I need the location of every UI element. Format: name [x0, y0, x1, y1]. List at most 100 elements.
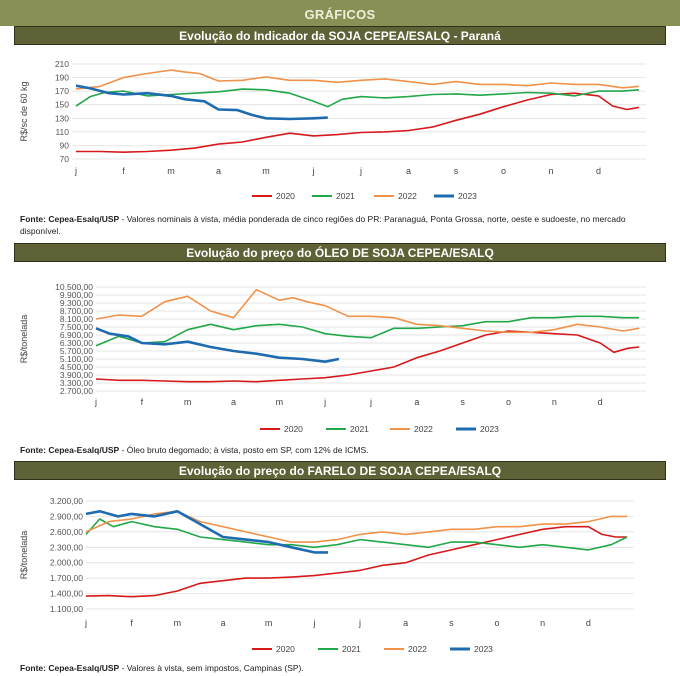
- x-month-label: s: [454, 166, 459, 176]
- legend-label-2022: 2022: [414, 424, 433, 434]
- y-tick-label: 6.300,00: [60, 338, 93, 348]
- y-axis-label: R$/tonelada: [19, 531, 29, 580]
- legend-label-2021: 2021: [336, 191, 355, 201]
- source-note-soja-bold: Fonte: Cepea-Esalq/USP: [20, 214, 120, 224]
- chart-title-oleo: Evolução do preço do ÓLEO DE SOJA CEPEA/…: [14, 243, 666, 262]
- x-month-label: m: [276, 397, 284, 407]
- series-line-2021: [95, 315, 640, 347]
- x-month-label: m: [265, 618, 273, 628]
- y-tick-label: 3.200,00: [50, 496, 83, 506]
- x-month-label: j: [369, 397, 372, 407]
- x-month-label: m: [174, 618, 182, 628]
- y-tick-label: 1.100,00: [50, 604, 83, 614]
- x-month-label: d: [586, 618, 591, 628]
- series-line-2021: [75, 88, 639, 108]
- y-tick-label: 2.900,00: [50, 511, 83, 521]
- y-tick-label: 9.300,00: [60, 298, 93, 308]
- y-tick-label: 5.700,00: [60, 346, 93, 356]
- y-tick-label: 1.400,00: [50, 589, 83, 599]
- x-month-label: m: [184, 397, 192, 407]
- y-tick-label: 8.100,00: [60, 314, 93, 324]
- x-month-label: s: [460, 397, 465, 407]
- y-tick-label: 190: [55, 73, 69, 83]
- series-line-2022: [75, 69, 639, 90]
- series-line-2023: [85, 509, 328, 554]
- legend-label-2020: 2020: [284, 424, 303, 434]
- x-month-label: m: [262, 166, 270, 176]
- chart-title-farelo: Evolução do preço do FARELO DE SOJA CEPE…: [14, 461, 666, 480]
- x-month-label: j: [358, 618, 361, 628]
- series-line-2020: [95, 330, 640, 383]
- x-month-label: j: [94, 397, 97, 407]
- y-tick-label: 2.600,00: [50, 527, 83, 537]
- x-month-label: a: [406, 166, 411, 176]
- x-month-label: j: [323, 397, 326, 407]
- series-line-2020: [85, 525, 628, 598]
- y-tick-label: 3.300,00: [60, 378, 93, 388]
- x-month-label: j: [312, 166, 315, 176]
- legend-label-2020: 2020: [276, 644, 295, 654]
- x-month-label: d: [596, 166, 601, 176]
- chart-soja: 210 190 170 150 130 110 90 70 R$/sc de 60 kg j f m a…: [19, 59, 646, 201]
- page-header: GRÁFICOS: [0, 0, 680, 26]
- y-tick-label: 170: [55, 86, 69, 96]
- y-tick-label: 5.100,00: [60, 354, 93, 364]
- y-tick-label: 2.000,00: [50, 558, 83, 568]
- legend-label-2023: 2023: [480, 424, 499, 434]
- legend-label-2020: 2020: [276, 191, 295, 201]
- chart-panel-soja: 210 190 170 150 130 110 90 70 R$/sc de 60 kg j f m a…: [14, 46, 666, 210]
- series-line-2022: [95, 288, 640, 334]
- y-tick-label: 8.700,00: [60, 306, 93, 316]
- source-note-farelo-bold: Fonte: Cepea-Esalq/USP: [20, 663, 120, 673]
- source-note-soja: Fonte: Cepea-Esalq/USP - Valores nominai…: [20, 213, 660, 237]
- x-month-label: j: [312, 618, 315, 628]
- x-month-label: n: [540, 618, 545, 628]
- source-note-oleo-text: - Óleo bruto degomado; à vista, posto em…: [119, 445, 369, 455]
- legend-label-2023: 2023: [458, 191, 477, 201]
- legend-label-2022: 2022: [398, 191, 417, 201]
- x-month-label: j: [74, 166, 77, 176]
- y-tick-label: 70: [60, 154, 70, 164]
- x-month-label: n: [552, 397, 557, 407]
- y-tick-label: 90: [60, 140, 70, 150]
- y-tick-label: 2.300,00: [50, 542, 83, 552]
- source-note-oleo: Fonte: Cepea-Esalq/USP - Óleo bruto dego…: [20, 444, 660, 456]
- x-month-label: s: [449, 618, 454, 628]
- source-note-farelo-text: - Valores à vista, sem impostos, Campina…: [119, 663, 304, 673]
- x-month-label: o: [494, 618, 499, 628]
- chart-panel-farelo: 3.200,00 2.900,00 2.600,00 2.300,00 2.000,00…: [14, 481, 666, 659]
- x-month-label: m: [167, 166, 175, 176]
- source-note-soja-text: - Valores nominais à vista, média ponder…: [20, 214, 626, 236]
- x-month-label: f: [122, 166, 125, 176]
- y-tick-label: 110: [55, 127, 69, 137]
- source-note-farelo: Fonte: Cepea-Esalq/USP - Valores à vista…: [20, 662, 660, 674]
- legend-label-2021: 2021: [350, 424, 369, 434]
- x-month-label: j: [359, 166, 362, 176]
- x-month-label: o: [506, 397, 511, 407]
- series-line-2022: [85, 510, 628, 543]
- y-tick-label: 6.900,00: [60, 330, 93, 340]
- chart-oleo: 10.500,009.900,009.300,008.700,008.100,0…: [19, 282, 646, 434]
- y-tick-label: 150: [55, 100, 69, 110]
- chart-panel-oleo: 10.500,00 9.900,00 9.300,00 8.700,00 8.100,0…: [14, 263, 666, 441]
- x-month-label: j: [84, 618, 87, 628]
- x-month-label: a: [403, 618, 408, 628]
- legend-label-2021: 2021: [342, 644, 361, 654]
- chart-farelo: 3.200,00 2.900,00 2.600,00 2.300,00 2.000,00…: [19, 496, 634, 654]
- y-axis-label: R$/sc de 60 kg: [19, 81, 29, 141]
- y-tick-label: 7.500,00: [60, 322, 93, 332]
- x-month-label: a: [414, 397, 419, 407]
- series-line-2020: [76, 92, 640, 153]
- x-month-label: a: [231, 397, 236, 407]
- legend-label-2023: 2023: [474, 644, 493, 654]
- y-tick-label: 9.900,00: [60, 290, 93, 300]
- x-month-label: a: [220, 618, 225, 628]
- chart-title-soja: Evolução do Indicador da SOJA CEPEA/ESAL…: [14, 26, 666, 45]
- x-month-label: d: [598, 397, 603, 407]
- x-month-label: a: [216, 166, 221, 176]
- y-tick-label: 2.700,00: [60, 386, 93, 396]
- y-tick-label: 4.500,00: [60, 362, 93, 372]
- x-month-label: o: [501, 166, 506, 176]
- y-axis-label: R$/tonelada: [19, 315, 29, 364]
- series-line-2023: [95, 327, 340, 363]
